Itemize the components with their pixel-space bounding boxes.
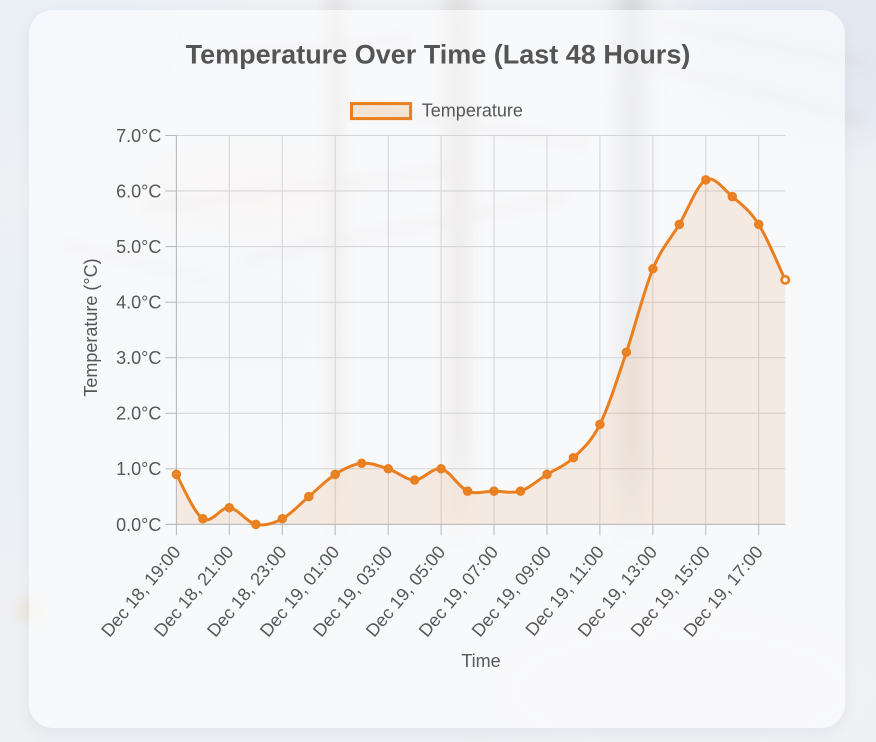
svg-text:Temperature (°C): Temperature (°C) bbox=[81, 258, 101, 396]
svg-text:Time: Time bbox=[461, 651, 500, 671]
svg-text:0.0°C: 0.0°C bbox=[116, 515, 161, 535]
svg-text:4.0°C: 4.0°C bbox=[116, 293, 161, 313]
svg-text:5.0°C: 5.0°C bbox=[116, 237, 161, 257]
svg-text:7.0°C: 7.0°C bbox=[116, 126, 161, 146]
svg-text:Temperature: Temperature bbox=[422, 101, 523, 121]
svg-text:1.0°C: 1.0°C bbox=[116, 459, 161, 479]
svg-text:2.0°C: 2.0°C bbox=[116, 404, 161, 424]
svg-text:3.0°C: 3.0°C bbox=[116, 348, 161, 368]
svg-text:6.0°C: 6.0°C bbox=[116, 181, 161, 201]
svg-text:Temperature Over Time (Last 48: Temperature Over Time (Last 48 Hours) bbox=[186, 40, 691, 70]
